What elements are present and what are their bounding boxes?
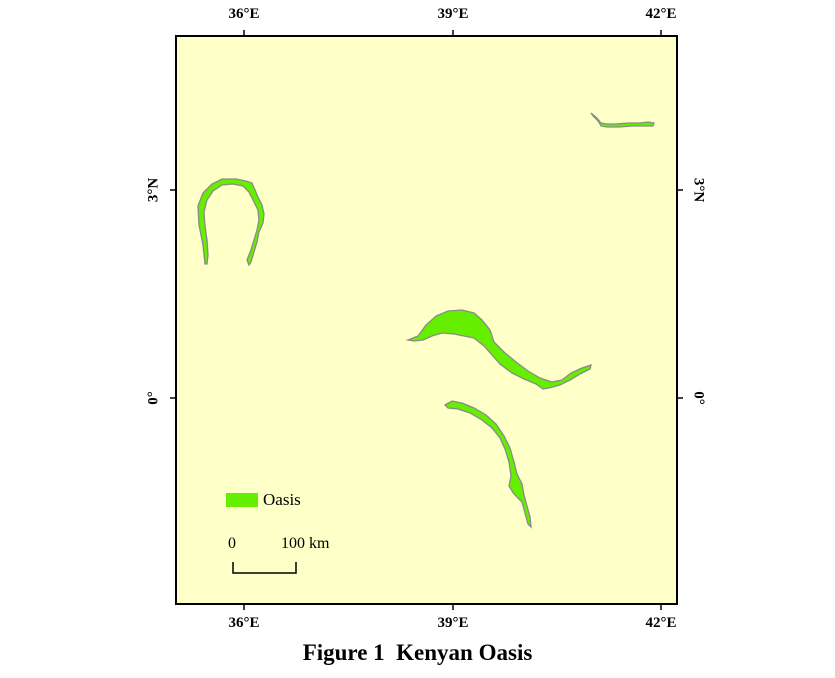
- lat-label-right-0: 0°: [690, 391, 707, 405]
- lon-label-bottom-36: 36°E: [228, 615, 260, 631]
- lat-label-right-3n: 3°N: [690, 177, 707, 203]
- oasis-polygon-northeast: [590, 112, 655, 128]
- scale-start-label: 0: [228, 535, 236, 552]
- map-frame: [175, 35, 678, 605]
- lon-label-top-42: 42°E: [645, 6, 677, 22]
- lat-label-left-0: 0°: [145, 391, 162, 405]
- oasis-polygon-central: [405, 309, 592, 390]
- oasis-polygon-south: [443, 400, 532, 529]
- lat-label-left-3n: 3°N: [145, 177, 162, 203]
- lon-label-bottom-39: 39°E: [437, 615, 469, 631]
- lon-label-top-36: 36°E: [228, 6, 260, 22]
- lon-label-bottom-42: 42°E: [645, 615, 677, 631]
- oasis-polygon-northwest: [197, 178, 265, 267]
- graticule-ticks: [170, 30, 683, 610]
- legend-swatch: [226, 493, 258, 507]
- figure-caption: Figure 1 Kenyan Oasis: [302, 640, 533, 665]
- legend-label: Oasis: [263, 490, 301, 509]
- scale-bar: [232, 562, 297, 574]
- oasis-features: [197, 112, 655, 529]
- lon-label-top-39: 39°E: [437, 6, 469, 22]
- scale-end-label: 100 km: [281, 535, 330, 552]
